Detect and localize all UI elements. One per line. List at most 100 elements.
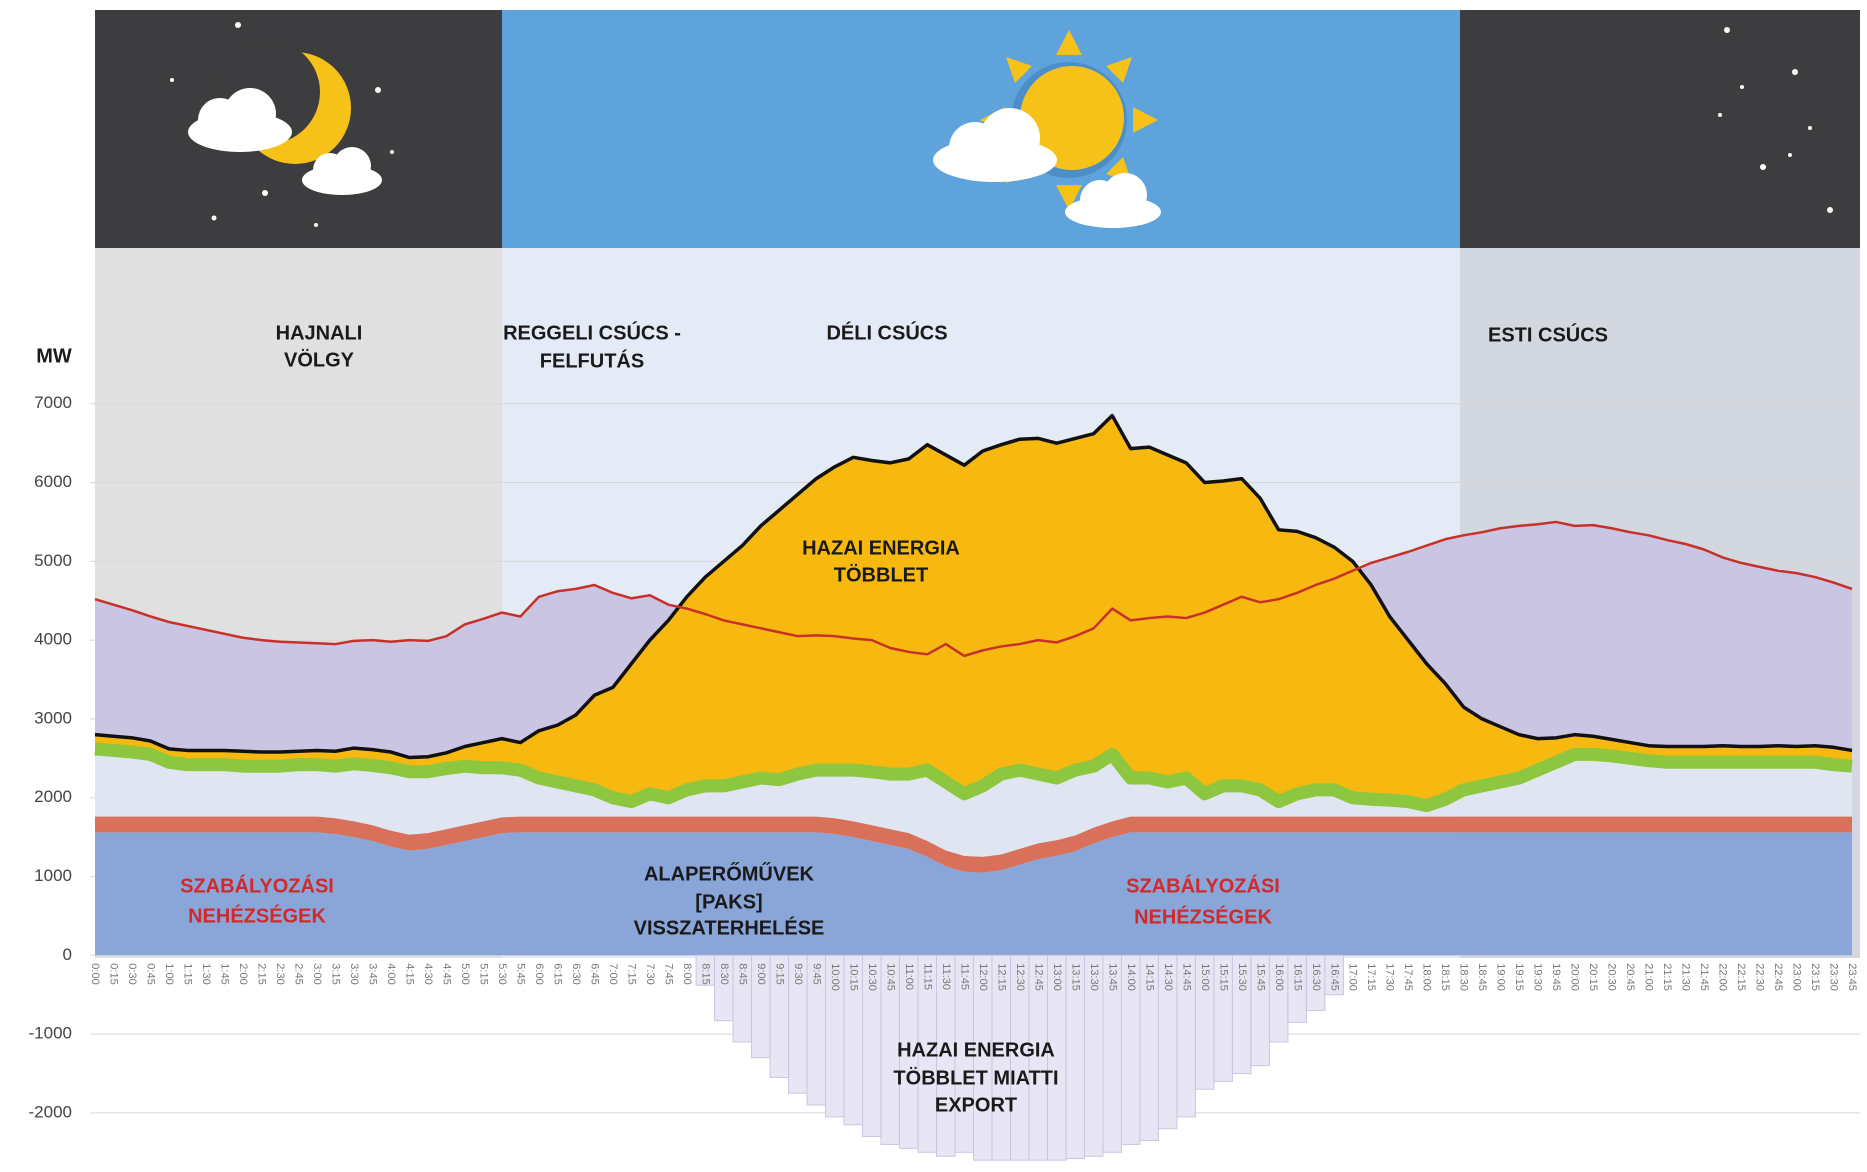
x-tick-label: 23:30 (1828, 963, 1840, 991)
x-tick-label: 15:15 (1217, 963, 1229, 991)
export-label: TÖBBLET MIATTI (893, 1066, 1058, 1089)
x-tick-label: 20:45 (1624, 963, 1636, 991)
x-tick-label: 0:45 (145, 963, 157, 984)
x-tick-label: 7:30 (644, 963, 656, 984)
x-tick-label: 5:15 (477, 963, 489, 984)
x-tick-label: 10:30 (866, 963, 878, 991)
x-tick-label: 4:30 (422, 963, 434, 984)
export-label: HAZAI ENERGIA (897, 1039, 1055, 1061)
x-tick-label: 5:30 (496, 963, 508, 984)
base-area (95, 832, 1852, 956)
x-tick-label: 11:30 (940, 963, 952, 990)
x-tick-label: 13:00 (1051, 963, 1063, 991)
y-tick-label: -2000 (29, 1102, 72, 1121)
period-label: VÖLGY (284, 348, 355, 371)
x-tick-label: 0:00 (89, 963, 101, 984)
x-tick-label: 10:45 (884, 963, 896, 991)
x-tick-label: 14:15 (1143, 963, 1155, 991)
stars (170, 22, 1833, 227)
x-tick-label: 17:30 (1384, 963, 1396, 991)
x-tick-label: 13:30 (1088, 963, 1100, 991)
x-tick-label: 13:15 (1069, 963, 1081, 991)
base-plant-label: VISSZATERHELÉSE (634, 916, 825, 939)
regulation-label: NEHÉZSÉGEK (188, 904, 326, 927)
x-tick-label: 20:30 (1606, 963, 1618, 991)
x-tick-label: 5:00 (459, 963, 471, 984)
x-tick-label: 13:45 (1106, 963, 1118, 991)
x-tick-label: 15:00 (1199, 963, 1211, 991)
x-tick-label: 15:30 (1236, 963, 1248, 991)
export-label: EXPORT (935, 1094, 1017, 1116)
y-tick-label: 2000 (34, 787, 72, 806)
x-tick-label: 7:00 (607, 963, 619, 984)
x-tick-label: 16:45 (1328, 963, 1340, 991)
x-tick-label: 2:15 (256, 963, 268, 984)
x-tick-label: 9:45 (810, 963, 822, 984)
period-label: ESTI CSÚCS (1488, 322, 1608, 346)
x-tick-label: 21:00 (1643, 963, 1655, 991)
green-line (94, 742, 1853, 813)
x-tick-label: 19:00 (1495, 963, 1507, 991)
x-tick-label: 23:00 (1791, 963, 1803, 991)
x-tick-label: 3:45 (367, 963, 379, 984)
y-tick-label: 1000 (34, 866, 72, 885)
x-tick-label: 4:45 (440, 963, 452, 984)
y-tick-label: 0 (63, 945, 72, 964)
x-tick-label: 2:00 (237, 963, 249, 984)
x-tick-label: 19:15 (1513, 963, 1525, 991)
x-tick-label: 1:15 (182, 963, 194, 984)
x-tick-label: 22:30 (1754, 963, 1766, 991)
x-tick-label: 10:00 (829, 963, 841, 991)
x-tick-label: 12:15 (995, 963, 1007, 991)
x-tick-label: 11:15 (921, 963, 933, 990)
x-tick-label: 3:15 (330, 963, 342, 984)
y-tick-label: 7000 (34, 393, 72, 412)
period-label: REGGELI CSÚCS - (503, 320, 681, 344)
x-tick-label: 8:30 (718, 963, 730, 984)
x-tick-label: 9:30 (792, 963, 804, 984)
x-tick-label: 18:30 (1458, 963, 1470, 991)
export-bar (1324, 954, 1344, 996)
x-tick-label: 21:15 (1661, 963, 1673, 991)
x-tick-label: 16:15 (1291, 963, 1303, 991)
annotations: HAJNALI VÖLGY REGGELI CSÚCS - FELFUTÁS D… (180, 320, 1608, 1116)
surplus-label: TÖBBLET (834, 563, 928, 586)
base-plant-label: ALAPERŐMŰVEK (644, 862, 815, 885)
consumption-line (94, 520, 1853, 658)
regulation-band (95, 816, 1852, 873)
moon-icon (188, 40, 382, 195)
x-tick-label: 3:30 (348, 963, 360, 984)
x-tick-label: 21:30 (1680, 963, 1692, 991)
x-tick-label: 16:00 (1273, 963, 1285, 991)
x-tick-label: 1:30 (200, 963, 212, 984)
x-tick-label: 21:45 (1698, 963, 1710, 991)
night-sky (1460, 10, 1860, 248)
x-tick-label: 1:00 (163, 963, 175, 984)
x-tick-label: 4:15 (404, 963, 416, 984)
x-tick-label: 7:15 (625, 963, 637, 984)
x-tick-label: 3:00 (311, 963, 323, 984)
regulation-label: SZABÁLYOZÁSI (180, 874, 334, 897)
x-tick-label: 8:15 (699, 963, 711, 984)
x-tick-label: 9:15 (773, 963, 785, 984)
x-tick-label: 12:30 (1014, 963, 1026, 991)
x-tick-label: 0:30 (126, 963, 138, 984)
x-tick-label: 14:30 (1162, 963, 1174, 991)
x-tick-label: 5:45 (514, 963, 526, 984)
y-axis-label: MW (36, 345, 72, 367)
x-tick-label: 8:45 (736, 963, 748, 984)
x-tick-label: 1:45 (219, 963, 231, 984)
x-tick-label: 6:15 (551, 963, 563, 984)
x-tick-label: 18:45 (1476, 963, 1488, 991)
x-tick-label: 19:30 (1532, 963, 1544, 991)
y-tick-label: 4000 (34, 630, 72, 649)
x-tick-label: 22:45 (1772, 963, 1784, 991)
x-tick-label: 9:00 (755, 963, 767, 984)
x-tick-label: 15:45 (1254, 963, 1266, 991)
x-tick-label: 23:15 (1809, 963, 1821, 991)
x-tick-label: 12:00 (977, 963, 989, 991)
x-tick-label: 0:15 (108, 963, 120, 984)
x-tick-label: 22:15 (1735, 963, 1747, 991)
y-tick-label: -1000 (29, 1024, 72, 1043)
x-tick-label: 20:00 (1569, 963, 1581, 991)
